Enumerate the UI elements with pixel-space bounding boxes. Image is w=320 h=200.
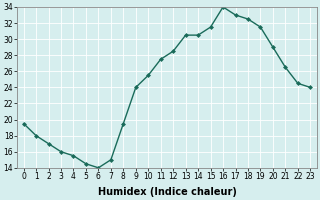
X-axis label: Humidex (Indice chaleur): Humidex (Indice chaleur) (98, 187, 236, 197)
